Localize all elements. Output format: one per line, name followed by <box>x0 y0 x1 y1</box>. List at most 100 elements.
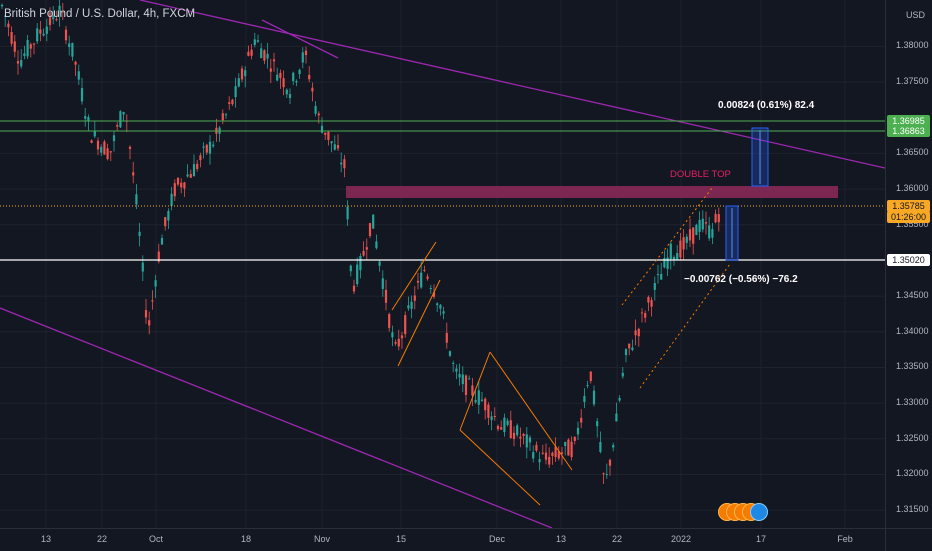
short-trendline[interactable] <box>261 19 339 59</box>
upper-trendline[interactable] <box>139 0 886 169</box>
candle-body <box>439 304 442 309</box>
candle-body <box>708 225 711 239</box>
candle-body <box>602 473 605 475</box>
candle-body <box>144 310 148 318</box>
candle-body <box>410 301 413 309</box>
candle-body <box>170 193 173 206</box>
candle-body <box>442 311 445 314</box>
candle-body <box>10 32 13 44</box>
candle-body <box>362 250 365 256</box>
candle-body <box>266 53 269 59</box>
candle-body <box>394 342 397 344</box>
channel-a-lower[interactable] <box>397 279 441 367</box>
drawings[interactable] <box>0 0 886 529</box>
candle-body <box>55 19 58 21</box>
price-label: 1.36500 <box>896 147 929 158</box>
price-label: 1.31500 <box>896 504 929 515</box>
candle-body <box>650 300 653 307</box>
candle-body <box>605 474 608 476</box>
candle-body <box>26 40 29 57</box>
candle-body <box>548 456 551 465</box>
candle-body <box>589 371 592 382</box>
candle-body <box>7 23 10 28</box>
news-flag-icon[interactable] <box>718 503 768 521</box>
price-label: 1.35500 <box>896 218 929 229</box>
price-label: 1.33000 <box>896 397 929 408</box>
candle-body <box>490 416 493 421</box>
candle-body <box>599 441 602 453</box>
candle-body <box>343 159 346 169</box>
channel-b-left[interactable] <box>459 351 491 431</box>
candle-body <box>42 33 45 36</box>
candle-body <box>148 320 151 326</box>
candle-body <box>592 390 596 405</box>
candle-body <box>496 425 500 430</box>
candle-body <box>551 452 554 456</box>
candle-body <box>647 297 650 303</box>
measure-down-label: −0.00762 (−0.56%) −76.2 <box>684 274 798 285</box>
candle-body <box>663 258 666 268</box>
candle-body <box>685 236 688 243</box>
candle-body <box>106 148 109 160</box>
chart-canvas[interactable] <box>0 0 886 529</box>
candle-body <box>480 399 484 401</box>
candle-body <box>52 11 55 20</box>
candle-body <box>199 155 202 161</box>
time-label: 2022 <box>670 534 692 544</box>
rising-channel-lower[interactable] <box>639 263 731 389</box>
lower-trendline[interactable] <box>0 307 553 529</box>
candle-body <box>413 295 416 301</box>
candle-body <box>250 49 253 56</box>
candle-body <box>109 151 112 153</box>
candle-body <box>359 256 362 271</box>
candle-body <box>154 280 157 287</box>
candle-body <box>295 81 298 83</box>
candle-body <box>253 39 256 45</box>
candle-body <box>455 368 458 372</box>
candle-body <box>20 60 23 67</box>
candle-body <box>541 452 544 454</box>
channel-b-upper[interactable] <box>489 351 573 471</box>
candle-body <box>679 240 682 258</box>
price-label: 1.32000 <box>896 468 929 479</box>
candle-body <box>567 439 570 456</box>
candle-body <box>103 141 106 155</box>
candle-body <box>186 174 189 177</box>
candle-body <box>234 86 237 98</box>
candle-body <box>36 28 39 42</box>
candle-body <box>666 257 669 269</box>
measure-up-label: 0.00824 (0.61%) 82.4 <box>718 100 815 111</box>
candle-body <box>346 206 349 220</box>
double-top-zone[interactable] <box>346 186 838 198</box>
candle-body <box>420 272 423 288</box>
channel-b-lower[interactable] <box>459 429 541 506</box>
candle-body <box>301 52 304 63</box>
candle-body <box>400 335 404 339</box>
candle-body <box>535 444 538 451</box>
candle-body <box>503 417 506 433</box>
candle-body <box>247 51 250 56</box>
candle-body <box>116 125 119 127</box>
candle-body <box>692 227 695 244</box>
candle-body <box>669 243 672 260</box>
candle-body <box>90 140 93 143</box>
channel-a-upper[interactable] <box>391 241 437 311</box>
candle-body <box>564 441 567 446</box>
candle-body <box>64 29 68 41</box>
candle-body <box>596 421 599 427</box>
candle-body <box>160 237 164 245</box>
candle-body <box>58 5 61 16</box>
candle-body <box>132 172 135 176</box>
candle-body <box>583 395 586 402</box>
chart-area[interactable]: British Pound / U.S. Dollar, 4h, FXCM 0.… <box>0 0 886 529</box>
candle-body <box>656 274 660 276</box>
axis-corner <box>885 528 932 551</box>
candle-body <box>308 74 311 80</box>
time-label: 22 <box>611 534 623 544</box>
candle-body <box>704 222 708 224</box>
candle-body <box>509 420 512 439</box>
time-axis[interactable]: 13 22 Oct 18 Nov 15 Dec 13 22 2022 17 Feb <box>0 528 885 551</box>
symbol-title[interactable]: British Pound / U.S. Dollar, 4h, FXCM <box>4 8 196 20</box>
candle-body <box>208 141 212 154</box>
candle-body <box>119 111 122 128</box>
